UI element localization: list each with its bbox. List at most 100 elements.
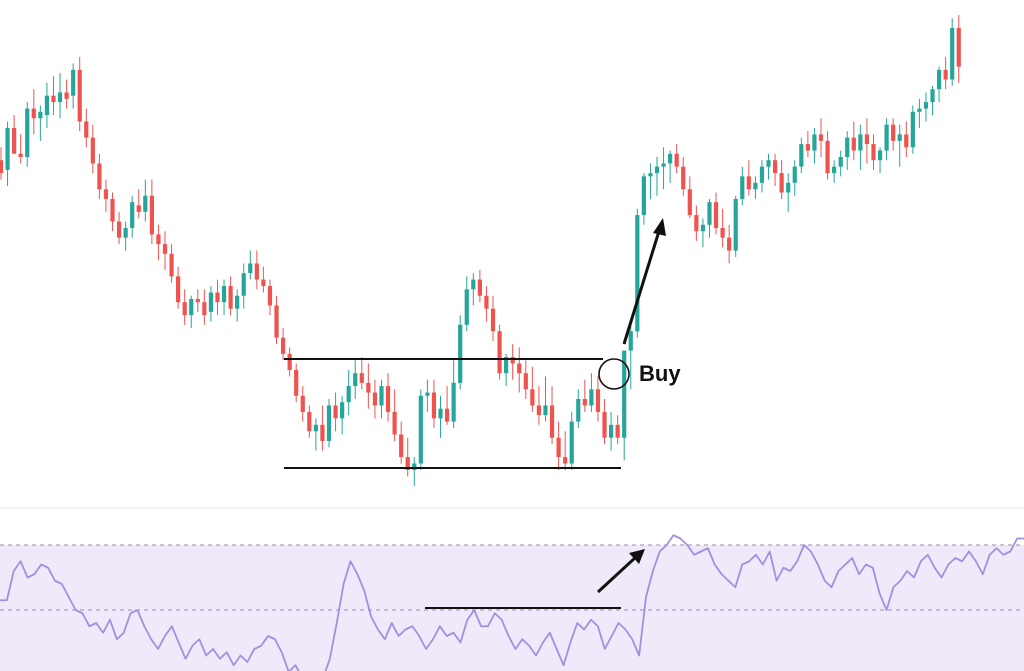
candle-body-bullish (71, 69, 76, 96)
candle-body-bullish (759, 166, 765, 183)
candle-body-bullish (589, 389, 594, 406)
candle-body-bullish (661, 163, 666, 167)
oscillator-line (0, 534, 1024, 671)
candle-body-bullish (464, 289, 469, 325)
candle-body-bullish (707, 202, 712, 225)
candle-body-bearish (110, 198, 115, 222)
candle-body-bullish (313, 424, 318, 432)
candle-body-bearish (851, 137, 856, 151)
candle-body-bearish (602, 411, 607, 438)
candle-body-bullish (753, 182, 758, 190)
candle-body-bearish (490, 308, 496, 332)
candle-body-bullish (641, 176, 646, 216)
candle-body-bullish (877, 150, 883, 161)
candle-body-bearish (595, 389, 601, 412)
breakout-arrow (622, 218, 666, 345)
candle-body-bearish (523, 373, 528, 390)
candle-body-bearish (477, 279, 482, 296)
candle-body-bullish (923, 102, 929, 109)
candle-body-bearish (510, 357, 515, 364)
candle-body-bearish (156, 234, 161, 245)
candle-body-bearish (720, 227, 725, 238)
candle-body-bearish (64, 92, 69, 99)
candle-body-bullish (353, 373, 358, 387)
candle-body-bullish (248, 263, 253, 274)
candle-body-bullish (930, 89, 935, 103)
buy-label: Buy (639, 361, 681, 386)
candle-body-bearish (713, 202, 719, 228)
candle-body-bullish (858, 134, 863, 151)
candle-body-bearish (727, 237, 732, 251)
oscillator-panel (0, 534, 1024, 671)
candle-body-bearish (956, 27, 961, 67)
candle-body-bearish (517, 363, 522, 374)
candle-body-bullish (608, 424, 614, 438)
candle-body-bearish (149, 195, 154, 235)
candle-body-bullish (425, 392, 430, 396)
candle-body-bullish (950, 27, 955, 80)
candle-body-bullish (628, 331, 633, 351)
candle-body-bullish (326, 405, 332, 441)
candle-body-bearish (366, 382, 371, 393)
candle-body-bullish (700, 224, 706, 232)
candle-body-bearish (12, 127, 17, 154)
candle-body-bullish (130, 202, 135, 228)
candle-body-bearish (582, 399, 587, 406)
candle-body-bullish (648, 173, 653, 177)
candle-body-bearish (674, 153, 679, 167)
candle-body-bullish (143, 195, 148, 212)
candle-body-bearish (372, 392, 378, 406)
candle-body-bearish (805, 144, 810, 151)
candle-body-bullish (740, 176, 745, 199)
candle-body-bullish (668, 153, 673, 164)
candle-body-bearish (405, 457, 410, 470)
candle-body-bullish (897, 134, 902, 141)
candle-body-bullish (241, 273, 246, 296)
buy-signal-circle (598, 358, 630, 390)
candle-body-bullish (123, 227, 128, 238)
candle-body-bullish (25, 108, 30, 157)
candle-body-bullish (543, 405, 548, 416)
candle-body-bullish (917, 108, 922, 112)
candle-body-bearish (556, 437, 561, 458)
candle-body-bullish (838, 156, 843, 167)
candle-body-bearish (84, 121, 89, 138)
candle-body-bearish (294, 369, 299, 396)
candle-body-bearish (307, 411, 312, 432)
candle-body-bearish (182, 302, 187, 316)
candle-body-bullish (221, 286, 227, 303)
candle-body-bullish (812, 134, 817, 151)
candle-body-bearish (687, 189, 692, 216)
candle-body-bullish (622, 350, 627, 438)
candle-body-bullish (766, 160, 771, 167)
candle-body-bullish (936, 69, 942, 90)
candle-body-bearish (0, 160, 4, 174)
candle-body-bullish (346, 386, 351, 403)
candle-body-bearish (333, 405, 338, 419)
candle-body-bullish (569, 421, 574, 464)
candle-body-bearish (385, 386, 391, 412)
candle-body-bearish (399, 434, 404, 458)
candle-body-bearish (90, 137, 95, 164)
candle-body-bearish (444, 408, 450, 422)
candle-body-bearish (202, 302, 207, 316)
candle-body-bearish (162, 244, 168, 254)
candle-body-bearish (825, 140, 830, 174)
candle-body-bearish (116, 221, 122, 238)
candle-body-bearish (254, 263, 259, 280)
candle-body-bearish (943, 69, 948, 80)
candle-body-bearish (77, 69, 82, 122)
candle-body-bearish (320, 424, 325, 441)
candle-body-bearish (530, 389, 535, 406)
candle-body-bullish (471, 279, 476, 290)
candle-body-bullish (654, 166, 660, 174)
candle-body-bullish (438, 408, 443, 419)
candle-body-bullish (884, 124, 889, 151)
candle-body-bearish (871, 144, 876, 161)
candle-body-bullish (5, 127, 10, 170)
candle-body-bearish (484, 295, 489, 309)
candle-body-bearish (18, 153, 23, 157)
candle-body-bullish (235, 295, 240, 309)
candle-body-bullish (44, 95, 50, 116)
candle-body-bullish (910, 111, 915, 148)
